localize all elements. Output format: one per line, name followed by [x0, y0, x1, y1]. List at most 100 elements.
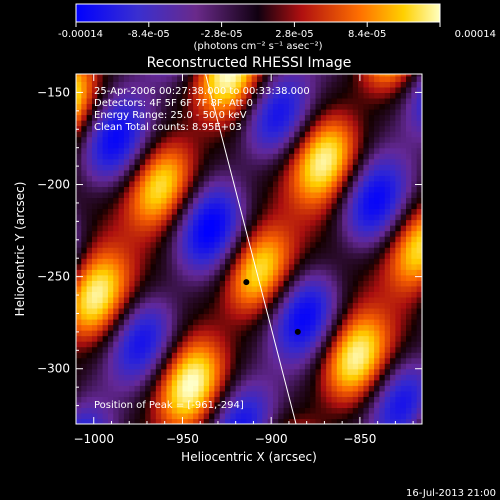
heatmap-cell [193, 142, 200, 149]
heatmap-cell [374, 247, 381, 254]
heatmap-cell [400, 142, 407, 149]
heatmap-cell [406, 81, 412, 88]
heatmap-cell [118, 225, 125, 232]
heatmap-cell [102, 219, 109, 226]
heatmap-cell [304, 175, 311, 182]
heatmap-cell [368, 97, 375, 105]
heatmap-cell [374, 418, 381, 424]
heatmap-cell [166, 131, 173, 138]
heatmap-cell [161, 86, 168, 94]
heatmap-cell [320, 120, 327, 127]
heatmap-cell [358, 97, 365, 105]
heatmap-cell [203, 401, 210, 409]
heatmap-cell [416, 341, 422, 348]
heatmap-cell [363, 274, 370, 281]
heatmap-cell [299, 357, 306, 364]
heatmap-cell [363, 252, 370, 259]
heatmap-cell [81, 258, 88, 265]
heatmap-cell [400, 263, 407, 270]
heatmap-cell [171, 319, 178, 326]
heatmap-cell [379, 142, 386, 149]
heatmap-cell [352, 341, 359, 348]
heatmap-cell [390, 74, 396, 77]
heatmap-cell [358, 368, 365, 375]
heatmap-cell [113, 236, 120, 243]
heatmap-cell [278, 81, 285, 88]
heatmap-cell [256, 136, 263, 143]
heatmap-cell [278, 125, 285, 132]
heatmap-cell [400, 269, 407, 276]
heatmap-cell [209, 285, 215, 292]
heatmap-cell [102, 307, 109, 315]
heatmap-cell [390, 86, 396, 94]
heatmap-cell [171, 186, 178, 193]
heatmap-cell [166, 136, 173, 143]
heatmap-cell [187, 324, 194, 331]
heatmap-cell [123, 319, 130, 326]
heatmap-cell [331, 307, 338, 315]
heatmap-cell [374, 319, 381, 326]
heatmap-cell [390, 363, 396, 370]
heatmap-cell [241, 396, 247, 403]
heatmap-cell [155, 109, 162, 116]
heatmap-cell [406, 169, 412, 176]
heatmap-cell [267, 197, 274, 204]
heatmap-cell [107, 180, 114, 187]
heatmap-cell [166, 330, 173, 337]
heatmap-cell [342, 280, 349, 287]
heatmap-cell [155, 313, 162, 320]
heatmap-cell [177, 412, 184, 420]
heatmap-cell [395, 136, 402, 143]
heatmap-cell [123, 175, 130, 182]
heatmap-cell [283, 241, 290, 248]
heatmap-cell [155, 335, 162, 342]
heatmap-cell [166, 407, 173, 414]
heatmap-cell [379, 75, 386, 82]
heatmap-cell [294, 120, 301, 127]
heatmap-cell [278, 330, 285, 337]
heatmap-cell [150, 418, 157, 424]
heatmap-cell [278, 379, 285, 386]
heatmap-cell [209, 307, 215, 315]
heatmap-cell [198, 180, 205, 187]
heatmap-cell [336, 74, 343, 77]
heatmap-cell [155, 352, 162, 359]
heatmap-cell [235, 285, 242, 292]
heatmap-cell [235, 368, 242, 375]
heatmap-cell [272, 103, 279, 110]
heatmap-cell [384, 114, 391, 121]
heatmap-cell [97, 396, 104, 403]
heatmap-cell [368, 252, 375, 259]
heatmap-cell [193, 280, 200, 287]
heatmap-cell [209, 186, 215, 193]
heatmap-cell [416, 92, 422, 99]
heatmap-cell [336, 236, 343, 243]
heatmap-cell [145, 214, 152, 221]
heatmap-cell [288, 169, 295, 176]
heatmap-cell [225, 214, 231, 221]
heatmap-cell [219, 258, 226, 265]
heatmap-cell [203, 324, 210, 331]
heatmap-cell [400, 296, 407, 304]
heatmap-cell [278, 274, 285, 281]
heatmap-cell [251, 125, 258, 132]
heatmap-cell [352, 214, 359, 221]
heatmap-cell [272, 180, 279, 187]
heatmap-cell [193, 74, 200, 77]
colorbar [75, 3, 441, 23]
heatmap-cell [310, 202, 317, 210]
heatmap-cell [209, 164, 215, 171]
heatmap-cell [139, 352, 146, 359]
heatmap-cell [272, 142, 279, 149]
heatmap-cell [272, 74, 279, 77]
heatmap-cell [315, 385, 322, 392]
heatmap-cell [150, 158, 157, 165]
heatmap-cell [358, 225, 365, 232]
heatmap-cell [76, 125, 82, 132]
heatmap-cell [155, 269, 162, 276]
heatmap-cell [320, 412, 327, 420]
heatmap-cell [102, 374, 109, 381]
heatmap-cell [166, 230, 173, 237]
heatmap-cell [315, 374, 322, 381]
heatmap-cell [235, 153, 242, 160]
